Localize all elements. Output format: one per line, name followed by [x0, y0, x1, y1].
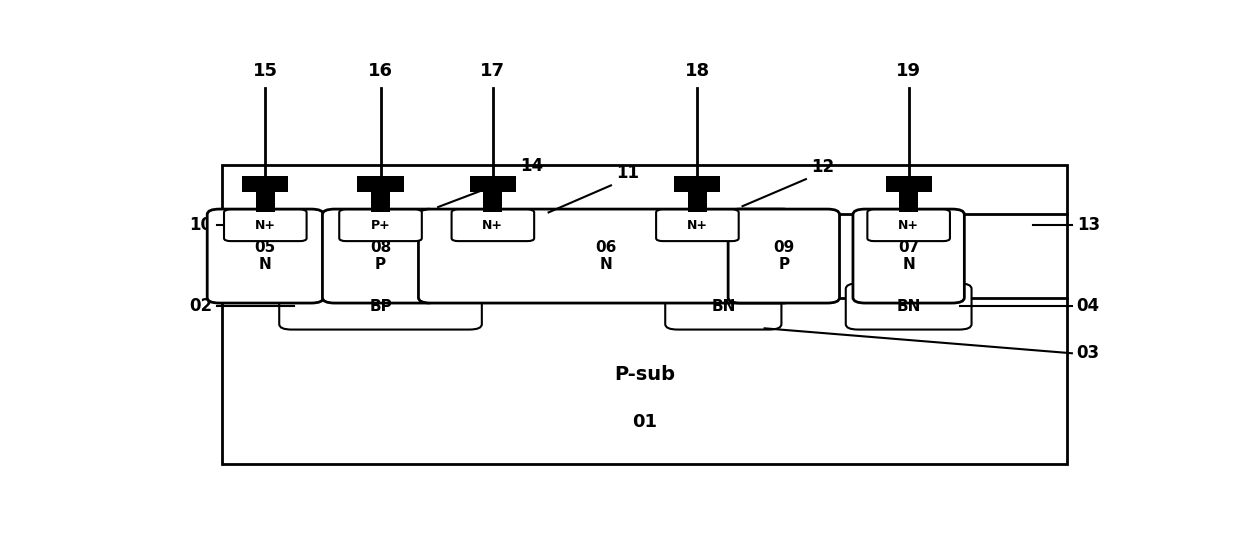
- Text: 01: 01: [632, 413, 657, 431]
- Bar: [886, 176, 932, 192]
- FancyBboxPatch shape: [419, 209, 794, 303]
- Bar: [370, 189, 390, 212]
- FancyBboxPatch shape: [867, 210, 950, 241]
- Text: N+: N+: [255, 219, 276, 232]
- Text: BP: BP: [369, 299, 392, 314]
- FancyBboxPatch shape: [339, 210, 421, 241]
- Text: 04: 04: [1077, 298, 1100, 315]
- Bar: [483, 189, 503, 212]
- Bar: [470, 176, 515, 192]
- Text: 13: 13: [1077, 217, 1100, 234]
- FancyBboxPatch shape: [207, 209, 323, 303]
- Text: 16: 16: [368, 62, 393, 80]
- Bar: [688, 189, 707, 212]
- Bar: [900, 189, 918, 212]
- Text: BN: BN: [897, 299, 921, 314]
- FancyBboxPatch shape: [665, 284, 782, 329]
- Text: 05
N: 05 N: [255, 240, 276, 272]
- FancyBboxPatch shape: [279, 284, 482, 329]
- Text: N+: N+: [898, 219, 919, 232]
- Text: 15: 15: [253, 62, 278, 80]
- Text: 08
P: 08 P: [370, 240, 392, 272]
- FancyBboxPatch shape: [729, 209, 840, 303]
- Text: 18: 18: [685, 62, 710, 80]
- Text: BN: BN: [711, 299, 736, 314]
- Bar: [358, 176, 404, 192]
- FancyBboxPatch shape: [657, 210, 738, 241]
- Text: 10: 10: [190, 217, 213, 234]
- Text: 14: 14: [520, 157, 543, 174]
- Text: 12: 12: [810, 158, 834, 176]
- Text: 09
P: 09 P: [773, 240, 794, 272]
- Text: N+: N+: [686, 219, 707, 232]
- Bar: [674, 176, 720, 192]
- Text: P+: P+: [370, 219, 390, 232]
- Bar: [243, 176, 289, 192]
- Bar: [255, 189, 275, 212]
- Text: P-sub: P-sub: [615, 364, 675, 383]
- FancyBboxPatch shape: [451, 210, 534, 241]
- Text: 17: 17: [481, 62, 506, 80]
- FancyBboxPatch shape: [322, 209, 439, 303]
- FancyBboxPatch shape: [846, 284, 971, 329]
- Text: N+: N+: [482, 219, 503, 232]
- FancyBboxPatch shape: [852, 209, 964, 303]
- Bar: [222, 165, 1067, 464]
- FancyBboxPatch shape: [224, 210, 306, 241]
- Text: 19: 19: [896, 62, 921, 80]
- Text: 07
N: 07 N: [898, 240, 919, 272]
- Text: 02: 02: [190, 298, 213, 315]
- Text: 03: 03: [1077, 345, 1100, 362]
- Text: 11: 11: [616, 164, 639, 182]
- Text: 06
N: 06 N: [596, 240, 617, 272]
